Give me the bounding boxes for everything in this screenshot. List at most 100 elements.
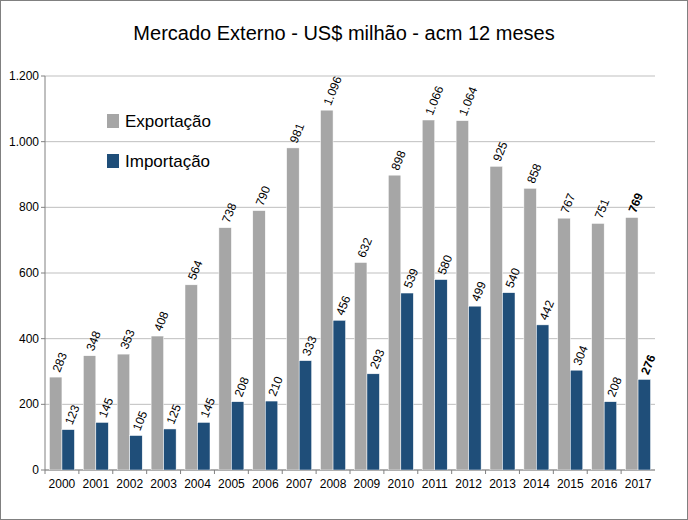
category-label: 2012: [455, 477, 482, 491]
category-tick: [146, 470, 147, 474]
category-tick: [485, 470, 486, 474]
category-tick: [45, 470, 46, 474]
bar: [333, 320, 346, 470]
data-label: 353: [117, 327, 138, 351]
bar: [130, 436, 143, 470]
data-label: 145: [198, 395, 219, 419]
bar: [164, 429, 177, 470]
tick-label: 800: [19, 200, 39, 214]
data-label: 208: [604, 375, 625, 399]
tick-label: 1.200: [9, 69, 39, 83]
category-tick: [553, 470, 554, 474]
tick: [41, 273, 45, 274]
bar: [185, 285, 198, 470]
data-label: 210: [265, 374, 286, 398]
category-tick: [383, 470, 384, 474]
tick: [41, 207, 45, 208]
bar: [456, 121, 469, 470]
bar: [321, 110, 334, 470]
bar: [388, 175, 401, 470]
chart: Mercado Externo - US$ milhão - acm 12 me…: [0, 0, 688, 520]
frame: [1, 1, 688, 520]
bar: [524, 188, 537, 470]
tick: [41, 76, 45, 77]
data-label: 145: [96, 395, 117, 419]
data-label: 442: [536, 298, 557, 322]
category-tick: [248, 470, 249, 474]
category-label: 2010: [387, 477, 414, 491]
category-label: 2009: [354, 477, 381, 491]
bar: [536, 325, 549, 470]
bar: [62, 430, 75, 470]
data-label: 333: [299, 334, 320, 358]
category-tick: [180, 470, 181, 474]
data-label: 283: [49, 350, 70, 374]
data-label: 276: [638, 352, 659, 376]
legend-swatch: [107, 114, 119, 128]
data-label: 738: [219, 201, 240, 225]
data-label: 1.064: [456, 84, 480, 117]
bar: [592, 223, 605, 470]
category-tick: [78, 470, 79, 474]
bar: [604, 402, 617, 470]
category-label: 2016: [591, 477, 618, 491]
category-tick: [587, 470, 588, 474]
data-label: 348: [83, 329, 104, 353]
bar: [469, 306, 482, 470]
bar: [638, 379, 651, 470]
category-label: 2000: [49, 477, 76, 491]
data-label: 499: [469, 279, 490, 303]
tick: [41, 338, 45, 339]
data-label: 564: [185, 258, 206, 282]
tick-label: 200: [19, 397, 39, 411]
category-label: 2017: [625, 477, 652, 491]
data-label: 105: [130, 409, 151, 433]
bar: [558, 218, 571, 470]
tick-label: 600: [19, 266, 39, 280]
bar: [299, 361, 312, 470]
tick-label: 400: [19, 332, 39, 346]
data-label: 580: [435, 253, 456, 277]
category-tick: [282, 470, 283, 474]
category-tick: [451, 470, 452, 474]
bar: [490, 166, 503, 470]
tick-label: 0: [32, 463, 39, 477]
tick: [41, 141, 45, 142]
data-label: 293: [367, 347, 388, 371]
category-label: 2007: [286, 477, 313, 491]
bar: [198, 422, 211, 470]
bar: [570, 370, 583, 470]
bar: [231, 402, 244, 470]
bar: [435, 280, 448, 470]
title: Mercado Externo - US$ milhão - acm 12 me…: [133, 22, 554, 44]
data-label: 898: [388, 148, 409, 172]
category-tick: [519, 470, 520, 474]
grid-line: [45, 141, 655, 142]
bar: [287, 148, 300, 470]
data-labels: 2833483534085647387909811.0966328981.066…: [49, 74, 658, 433]
bar: [253, 211, 266, 470]
category-tick: [350, 470, 351, 474]
category-label: 2014: [523, 477, 550, 491]
legend: Exportação Importação: [107, 112, 211, 171]
data-label: 858: [524, 161, 545, 185]
data-label: 123: [62, 403, 83, 427]
category-tick: [621, 470, 622, 474]
data-label: 632: [354, 236, 375, 260]
bar: [626, 218, 639, 470]
data-label: 767: [558, 191, 579, 215]
legend-label: Importação: [125, 152, 210, 171]
bar: [265, 401, 278, 470]
bar: [83, 356, 96, 470]
grid-line: [45, 76, 655, 77]
legend-label: Exportação: [125, 112, 211, 131]
bar: [354, 262, 367, 470]
y-axis: [45, 76, 46, 470]
tick: [41, 470, 45, 471]
category-tick: [214, 470, 215, 474]
category-label: 2015: [557, 477, 584, 491]
data-label: 540: [503, 266, 524, 290]
data-label: 304: [570, 343, 591, 367]
data-label: 539: [401, 266, 422, 290]
bar: [367, 374, 380, 470]
